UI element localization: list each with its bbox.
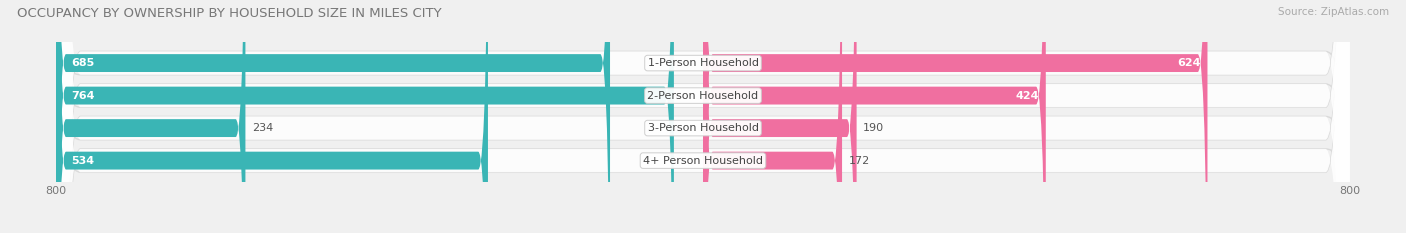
FancyBboxPatch shape [56,0,246,233]
Text: 234: 234 [252,123,273,133]
FancyBboxPatch shape [56,0,610,233]
FancyBboxPatch shape [56,0,488,233]
Text: 764: 764 [70,91,94,101]
FancyBboxPatch shape [56,0,1350,233]
Text: OCCUPANCY BY OWNERSHIP BY HOUSEHOLD SIZE IN MILES CITY: OCCUPANCY BY OWNERSHIP BY HOUSEHOLD SIZE… [17,7,441,20]
FancyBboxPatch shape [703,0,856,233]
Text: 685: 685 [70,58,94,68]
Text: 3-Person Household: 3-Person Household [648,123,758,133]
FancyBboxPatch shape [56,0,1350,233]
FancyBboxPatch shape [56,0,1350,233]
FancyBboxPatch shape [56,0,1350,233]
Text: 2-Person Household: 2-Person Household [647,91,759,101]
Text: 624: 624 [1177,58,1201,68]
Text: 534: 534 [70,156,94,166]
FancyBboxPatch shape [703,0,1046,233]
Text: 172: 172 [849,156,870,166]
Text: Source: ZipAtlas.com: Source: ZipAtlas.com [1278,7,1389,17]
Text: 424: 424 [1015,91,1039,101]
FancyBboxPatch shape [703,0,1208,233]
Text: 1-Person Household: 1-Person Household [648,58,758,68]
FancyBboxPatch shape [56,0,673,233]
FancyBboxPatch shape [703,0,842,233]
Legend: Owner-occupied, Renter-occupied: Owner-occupied, Renter-occupied [579,230,827,233]
Text: 190: 190 [863,123,884,133]
Text: 4+ Person Household: 4+ Person Household [643,156,763,166]
